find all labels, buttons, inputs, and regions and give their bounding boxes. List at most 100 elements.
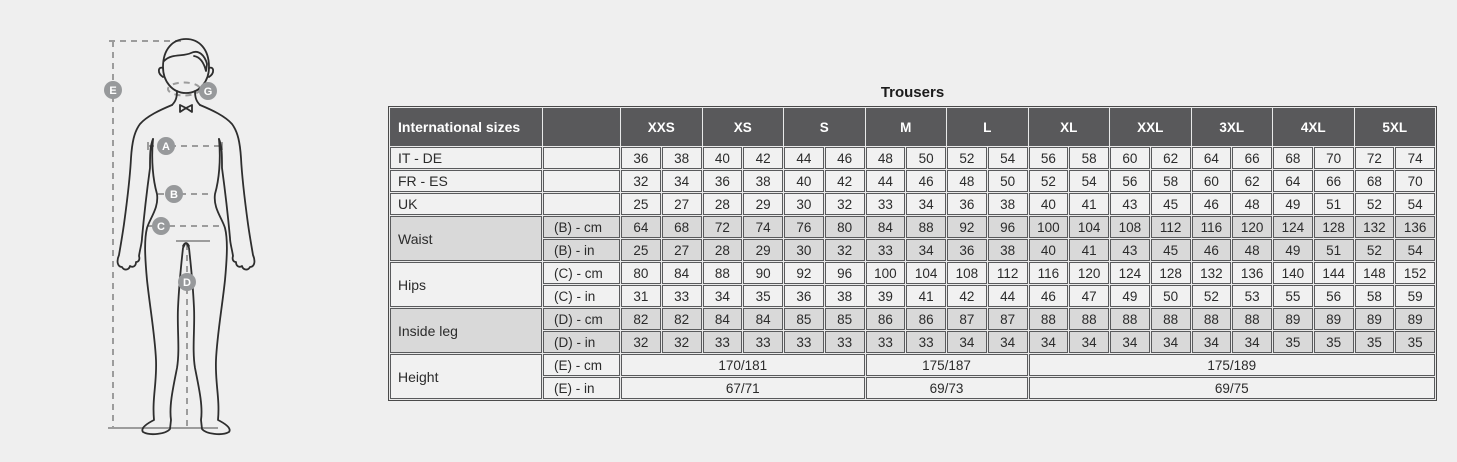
size-value-cell: 38 bbox=[987, 239, 1028, 261]
size-value-cell: 34 bbox=[906, 239, 946, 261]
size-header-l: L bbox=[947, 108, 1028, 146]
size-value-cell: 58 bbox=[1354, 285, 1395, 307]
size-value-cell: 36 bbox=[947, 239, 987, 261]
size-value-cell: 88 bbox=[1069, 308, 1109, 330]
marker-circle-g bbox=[199, 82, 217, 100]
size-value-cell: 112 bbox=[987, 262, 1028, 284]
hair-line bbox=[163, 51, 208, 72]
size-value-cell: 38 bbox=[661, 147, 702, 169]
body-outline bbox=[116, 38, 256, 436]
size-value-cell: 84 bbox=[702, 308, 743, 330]
size-value-cell: 128 bbox=[1150, 262, 1191, 284]
size-value-cell: 62 bbox=[1150, 147, 1191, 169]
size-value-cell: 54 bbox=[1395, 239, 1435, 261]
size-value-cell: 40 bbox=[1028, 193, 1069, 215]
marker-letter-g: G bbox=[204, 86, 213, 98]
size-header-3xl: 3XL bbox=[1191, 108, 1272, 146]
size-value-cell: 112 bbox=[1150, 216, 1191, 238]
size-header-xs: XS bbox=[702, 108, 783, 146]
size-value-cell: 49 bbox=[1273, 193, 1313, 215]
table-row: IT - DE 36 38 40 42 44 46 48 50 52 54 56 58 60 62 64 66 6… bbox=[390, 147, 1435, 169]
size-value-cell: 41 bbox=[1069, 193, 1109, 215]
size-value-cell: 29 bbox=[743, 193, 783, 215]
size-header-m: M bbox=[865, 108, 946, 146]
size-value-cell: 56 bbox=[1313, 285, 1354, 307]
size-value-cell: 132 bbox=[1354, 216, 1395, 238]
size-value-cell: 48 bbox=[947, 170, 987, 192]
unit-label: (D) - cm bbox=[543, 308, 620, 330]
unit-label: (C) - cm bbox=[543, 262, 620, 284]
size-value-span-cell: 175/189 bbox=[1028, 354, 1435, 376]
table-row: Inside leg (D) - cm 82 82 84 84 85 85 86 86 87 87 88… bbox=[390, 308, 1435, 353]
size-value-cell: 82 bbox=[621, 308, 661, 330]
size-header-xl: XL bbox=[1028, 108, 1109, 146]
size-value-cell: 88 bbox=[1028, 308, 1069, 330]
size-value-cell: 39 bbox=[865, 285, 906, 307]
marker-hips: C bbox=[152, 217, 170, 235]
size-value-cell: 74 bbox=[743, 216, 783, 238]
size-value-cell: 120 bbox=[1069, 262, 1109, 284]
size-value-cell: 42 bbox=[947, 285, 987, 307]
corner-header: International sizes bbox=[390, 108, 542, 146]
size-value-cell: 85 bbox=[784, 308, 824, 330]
table-row: (B) - in 25 27 28 29 30 32 33 34 36 38 40 41 43 45 46 48… bbox=[390, 239, 1435, 261]
size-value-cell: 35 bbox=[1313, 331, 1354, 353]
size-value-cell: 82 bbox=[661, 308, 702, 330]
size-value-cell: 128 bbox=[1313, 216, 1354, 238]
size-value-cell: 64 bbox=[621, 216, 661, 238]
size-value-cell: 50 bbox=[1150, 285, 1191, 307]
size-value-cell: 34 bbox=[1069, 331, 1109, 353]
size-value-cell: 92 bbox=[784, 262, 824, 284]
size-value-cell: 40 bbox=[784, 170, 824, 192]
size-value-cell: 66 bbox=[1313, 170, 1354, 192]
size-value-cell: 27 bbox=[661, 193, 702, 215]
size-value-cell: 54 bbox=[1395, 193, 1435, 215]
size-value-cell: 92 bbox=[947, 216, 987, 238]
size-value-cell: 45 bbox=[1150, 239, 1191, 261]
marker-letter-e: E bbox=[109, 85, 116, 97]
size-value-cell: 89 bbox=[1395, 308, 1435, 330]
size-value-cell: 44 bbox=[987, 285, 1028, 307]
size-header-4xl: 4XL bbox=[1273, 108, 1354, 146]
unit-label: (E) - cm bbox=[543, 354, 620, 376]
size-table: International sizes XXS XS S M L XL XXL 3XL 4XL 5… bbox=[388, 106, 1437, 401]
size-value-cell: 45 bbox=[1150, 193, 1191, 215]
size-value-cell: 33 bbox=[906, 331, 946, 353]
size-value-cell: 88 bbox=[1110, 308, 1150, 330]
size-value-cell: 36 bbox=[784, 285, 824, 307]
unit-label bbox=[543, 147, 620, 169]
marker-circle-a bbox=[157, 137, 175, 155]
size-value-cell: 30 bbox=[784, 239, 824, 261]
row-label: UK bbox=[390, 193, 542, 215]
size-value-cell: 34 bbox=[947, 331, 987, 353]
size-value-cell: 96 bbox=[824, 262, 865, 284]
size-value-cell: 33 bbox=[661, 285, 702, 307]
size-value-cell: 34 bbox=[1110, 331, 1150, 353]
size-value-cell: 32 bbox=[621, 170, 661, 192]
size-value-cell: 47 bbox=[1069, 285, 1109, 307]
marker-letter-d: D bbox=[183, 277, 191, 289]
table-row: UK 25 27 28 29 30 32 33 34 36 38 40 41 43 45 46 48 49 51 52… bbox=[390, 193, 1435, 215]
size-value-cell: 53 bbox=[1232, 285, 1272, 307]
size-value-cell: 55 bbox=[1273, 285, 1313, 307]
height-measure-line bbox=[109, 40, 183, 428]
marker-circle-c bbox=[152, 217, 170, 235]
size-value-cell: 34 bbox=[1191, 331, 1232, 353]
size-value-cell: 58 bbox=[1150, 170, 1191, 192]
size-value-cell: 38 bbox=[987, 193, 1028, 215]
size-value-cell: 68 bbox=[1354, 170, 1395, 192]
size-value-cell: 59 bbox=[1395, 285, 1435, 307]
size-value-cell: 44 bbox=[865, 170, 906, 192]
size-value-cell: 40 bbox=[1028, 239, 1069, 261]
size-value-cell: 46 bbox=[1191, 239, 1232, 261]
left-ear bbox=[157, 66, 164, 78]
row-label: Height bbox=[390, 354, 542, 399]
size-value-cell: 120 bbox=[1232, 216, 1272, 238]
size-value-cell: 51 bbox=[1313, 239, 1354, 261]
size-header-xxs: XXS bbox=[621, 108, 702, 146]
size-value-cell: 31 bbox=[621, 285, 661, 307]
right-ear bbox=[208, 66, 215, 78]
size-value-span-cell: 170/181 bbox=[621, 354, 865, 376]
size-value-cell: 116 bbox=[1191, 216, 1232, 238]
size-value-cell: 116 bbox=[1028, 262, 1069, 284]
